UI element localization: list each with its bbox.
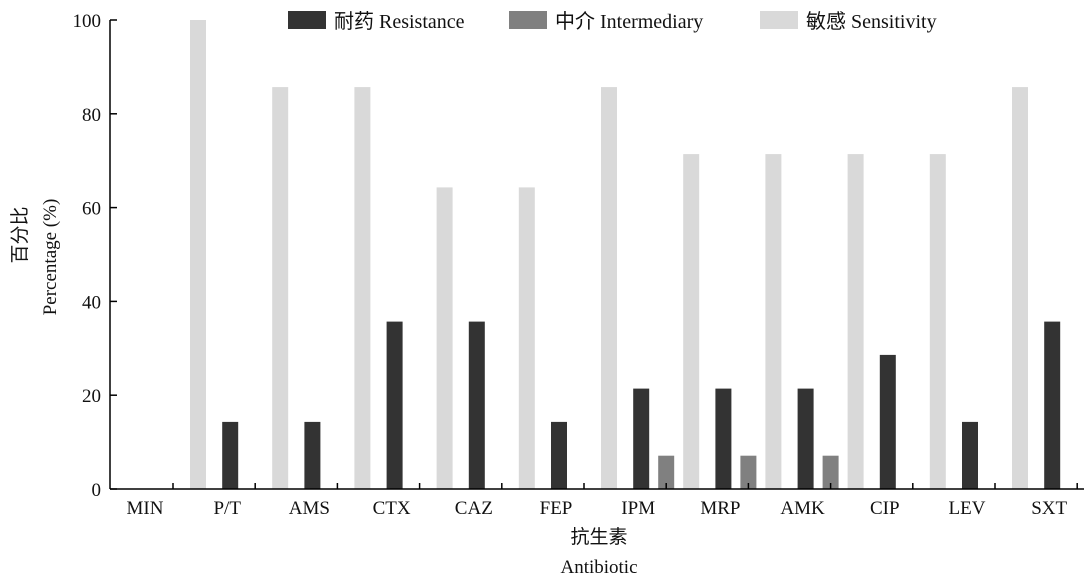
bar-sxt-series-0: [1044, 321, 1061, 489]
bar-caz-series-0: [468, 321, 485, 489]
bar-mrp-series-2: [765, 154, 782, 489]
x-tick-label: MRP: [700, 498, 740, 519]
y-axis-label-en: Percentage (%): [40, 199, 61, 316]
y-tick-label: 40: [82, 292, 101, 313]
legend: 耐药 Resistance 中介 Intermediary 敏感 Sensitivi…: [288, 10, 937, 33]
x-tick-label: AMK: [780, 498, 825, 519]
bar-ams-series-0: [304, 421, 321, 489]
x-tick-label: CTX: [373, 498, 411, 519]
x-tick-label: IPM: [621, 498, 655, 519]
bar-cip-series-0: [879, 354, 896, 489]
x-tick-label: CIP: [870, 498, 900, 519]
bar-amk-series-0: [797, 388, 814, 489]
bar-ipm-series-0: [633, 388, 650, 489]
bar-lev-series-0: [962, 421, 978, 489]
bar-caz-series-2: [518, 187, 535, 489]
x-tick-label: SXT: [1031, 498, 1067, 519]
bar-ipm-series-2: [683, 154, 700, 489]
x-tick-label: MIN: [127, 498, 164, 519]
bar-min-series-2: [190, 20, 206, 489]
legend-swatch-2: [760, 11, 798, 29]
legend-label-2: 敏感 Sensitivity: [806, 10, 937, 33]
bar-ctx-series-2: [436, 187, 453, 489]
axes-group: 0 20 40 60 80 100 MIN P/T AMS CTX CAZ FEP IPM MRP AMK C…: [73, 11, 1084, 519]
x-tick-label: AMS: [289, 498, 330, 519]
legend-label-1: 中介 Intermediary: [555, 10, 703, 33]
bar-ipm-series-1: [658, 455, 675, 489]
y-tick-label: 0: [92, 480, 102, 501]
bar-ams-series-2: [354, 87, 371, 489]
x-tick-label: P/T: [213, 498, 241, 519]
legend-label-0: 耐药 Resistance: [334, 10, 465, 33]
bar-mrp-series-1: [740, 455, 757, 489]
legend-swatch-1: [509, 11, 547, 29]
y-tick-label: 80: [82, 105, 101, 126]
bar-amk-series-1: [822, 455, 839, 489]
x-axis-label-en: Antibiotic: [560, 557, 637, 578]
y-tick-label: 20: [82, 386, 101, 407]
x-axis-label-cn: 抗生素: [570, 526, 627, 548]
bar-mrp-series-0: [715, 388, 732, 489]
bar-fep-series-0: [551, 421, 567, 489]
y-tick-label: 60: [82, 199, 101, 220]
x-tick-label: FEP: [540, 498, 573, 519]
y-tick-label: 100: [73, 11, 102, 32]
bar-fep-series-2: [601, 87, 617, 489]
bar-lev-series-2: [1012, 87, 1028, 489]
y-axis-label-cn: 百分比: [9, 206, 31, 263]
axis-labels: 百分比 Percentage (%) 抗生素 Antibiotic: [9, 199, 638, 578]
bar-ctx-series-0: [386, 321, 403, 489]
legend-swatch-0: [288, 11, 326, 29]
bars-group: [190, 20, 1061, 489]
bar-cip-series-2: [929, 154, 946, 489]
x-tick-label: CAZ: [455, 498, 493, 519]
bar-p-t-series-0: [222, 421, 239, 489]
bar-amk-series-2: [847, 154, 864, 489]
x-tick-label: LEV: [949, 498, 986, 519]
bar-p-t-series-2: [272, 87, 289, 489]
